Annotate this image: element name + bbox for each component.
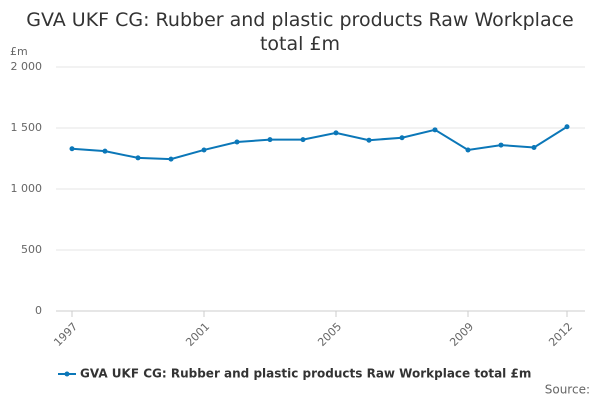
marker — [168, 156, 174, 162]
line — [71, 125, 568, 161]
x-tick-label: 2005 — [315, 320, 344, 349]
marker — [432, 127, 438, 133]
legend-marker — [64, 371, 70, 377]
legend-label: GVA UKF CG: Rubber and plastic products … — [80, 367, 531, 381]
y-tick-label: 2 000 — [11, 60, 43, 73]
marker — [564, 124, 570, 130]
y-tick-label: 500 — [21, 243, 42, 256]
marker — [267, 137, 273, 143]
x-tick-label: 2009 — [447, 320, 476, 349]
x-tick-label: 1997 — [51, 320, 80, 349]
y-axis-label: £m — [10, 45, 28, 58]
marker — [102, 148, 108, 154]
y-tick-label: 1 000 — [11, 182, 43, 195]
marker — [399, 135, 405, 141]
y-tick-label: 0 — [35, 304, 42, 317]
marker — [333, 130, 339, 136]
marker — [234, 139, 240, 145]
source: Source: — [545, 383, 590, 397]
marker — [498, 142, 504, 148]
marker — [465, 147, 471, 153]
marker — [531, 145, 537, 151]
chart-title: GVA UKF CG: Rubber and plastic products … — [26, 9, 574, 55]
x-tick-label: 2012 — [546, 320, 575, 349]
marker — [201, 147, 207, 153]
marker — [69, 146, 75, 152]
y-tick-label: 1 500 — [11, 121, 43, 134]
marker — [366, 137, 372, 143]
marker — [300, 137, 306, 143]
x-tick-label: 2001 — [183, 320, 212, 349]
marker — [135, 155, 141, 161]
